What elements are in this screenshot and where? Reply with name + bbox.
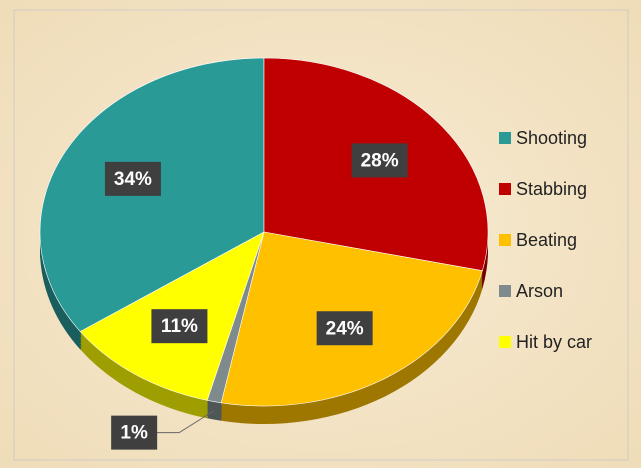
data-label-box (111, 415, 158, 450)
leader-line (156, 410, 215, 434)
legend-swatch (499, 132, 511, 144)
data-label: 1% (120, 423, 148, 444)
legend-label: Beating (516, 230, 577, 250)
legend-swatch (499, 336, 511, 348)
data-label-box (104, 161, 161, 196)
pie (39, 57, 489, 424)
data-label: 11% (161, 316, 198, 337)
data-labels: 34% 28% 24% 1% 11% (104, 143, 408, 450)
legend-label: Arson (516, 281, 563, 301)
legend-label: Shooting (516, 128, 587, 148)
legend-label: Hit by car (516, 332, 592, 352)
legend-swatch (499, 285, 511, 297)
legend-label: Stabbing (516, 179, 587, 199)
data-label-box (151, 309, 208, 344)
data-label: 28% (361, 150, 399, 171)
data-label-box (351, 143, 408, 178)
legend: Shooting Stabbing Beating Arson Hit by car (499, 128, 592, 352)
legend-swatch (499, 183, 511, 195)
data-label-box (316, 311, 373, 346)
data-label: 34% (114, 169, 152, 190)
data-label: 24% (326, 318, 364, 339)
plot-border (13, 9, 629, 461)
legend-swatch (499, 234, 511, 246)
